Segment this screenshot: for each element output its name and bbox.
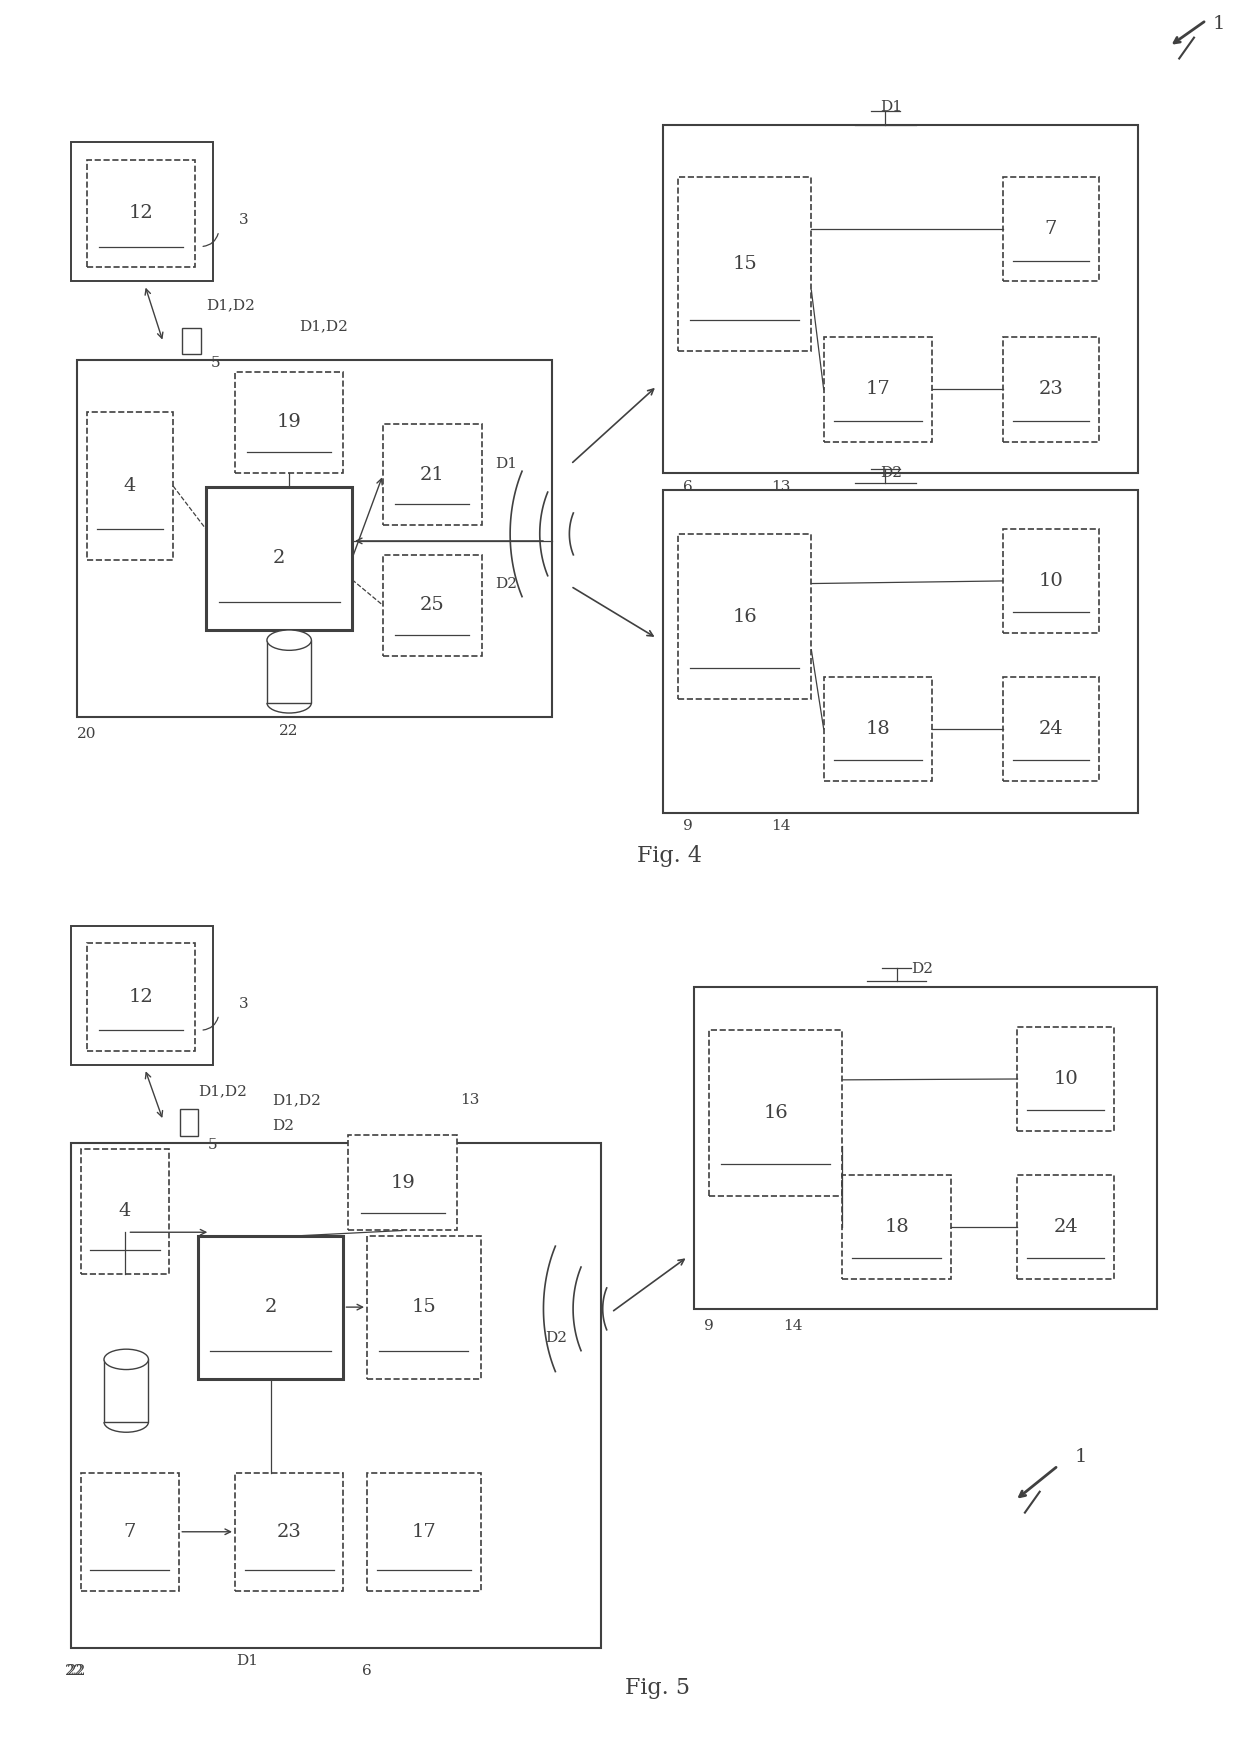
Text: 2: 2 — [264, 1298, 277, 1315]
Bar — [383, 425, 482, 526]
Bar — [823, 337, 932, 442]
Bar — [81, 1148, 170, 1274]
Text: 22: 22 — [279, 723, 299, 737]
Bar — [823, 676, 932, 781]
Text: 6: 6 — [683, 480, 693, 494]
Bar — [1003, 529, 1099, 632]
Bar — [678, 535, 811, 699]
Text: 4: 4 — [119, 1202, 131, 1221]
Text: D1: D1 — [880, 100, 903, 114]
Bar — [198, 1235, 343, 1378]
Text: 13: 13 — [460, 1094, 479, 1108]
Bar — [71, 926, 212, 1066]
Text: D2: D2 — [880, 466, 903, 480]
Text: D1,D2: D1,D2 — [299, 320, 348, 334]
Bar — [182, 327, 201, 353]
Bar — [678, 176, 811, 351]
Text: 18: 18 — [866, 720, 890, 737]
Bar — [87, 943, 196, 1052]
Bar — [367, 1235, 481, 1378]
Text: 15: 15 — [412, 1298, 436, 1315]
Text: 15: 15 — [733, 255, 758, 273]
Bar — [1003, 176, 1099, 281]
Text: D1,D2: D1,D2 — [207, 299, 255, 313]
Text: 17: 17 — [412, 1523, 436, 1541]
Bar — [81, 1473, 180, 1592]
Bar — [709, 1031, 842, 1195]
Text: 7: 7 — [124, 1523, 136, 1541]
Text: 10: 10 — [1053, 1069, 1078, 1088]
Text: 24: 24 — [1038, 720, 1063, 737]
Bar — [1018, 1174, 1114, 1279]
Text: 12: 12 — [129, 204, 154, 222]
Text: Fig. 5: Fig. 5 — [625, 1677, 689, 1700]
Bar — [663, 491, 1138, 812]
Bar — [180, 1109, 198, 1136]
Bar — [87, 159, 196, 267]
Text: 21: 21 — [420, 466, 445, 484]
Text: 16: 16 — [763, 1104, 787, 1122]
Text: 12: 12 — [129, 989, 154, 1006]
Bar — [71, 1144, 601, 1649]
Text: 20: 20 — [77, 727, 97, 741]
Text: D1: D1 — [496, 458, 517, 472]
Text: 2: 2 — [273, 549, 285, 568]
Bar — [694, 987, 1157, 1309]
Bar — [842, 1174, 951, 1279]
Text: 19: 19 — [391, 1174, 415, 1191]
Text: 18: 18 — [884, 1218, 909, 1237]
Text: D2: D2 — [544, 1331, 567, 1345]
Text: 13: 13 — [771, 480, 790, 494]
Text: 23: 23 — [1038, 381, 1063, 398]
Text: 7: 7 — [1044, 220, 1056, 238]
Text: 9: 9 — [683, 819, 693, 833]
Text: D2: D2 — [911, 963, 934, 977]
Bar — [71, 142, 212, 281]
Bar — [234, 372, 343, 473]
Text: 23: 23 — [277, 1523, 301, 1541]
Bar — [348, 1136, 458, 1230]
Bar — [1003, 676, 1099, 781]
Bar — [383, 556, 482, 655]
Text: D2: D2 — [272, 1120, 294, 1134]
Text: 14: 14 — [784, 1319, 802, 1333]
Ellipse shape — [104, 1349, 149, 1370]
Text: 22: 22 — [64, 1665, 84, 1679]
Text: 5: 5 — [208, 1137, 217, 1153]
Text: 14: 14 — [771, 819, 790, 833]
Text: 22: 22 — [67, 1665, 87, 1679]
Bar — [77, 360, 552, 716]
Text: 24: 24 — [1053, 1218, 1078, 1237]
Text: D2: D2 — [496, 578, 517, 592]
Text: 6: 6 — [362, 1665, 372, 1679]
Bar — [1003, 337, 1099, 442]
Text: 5: 5 — [211, 356, 219, 370]
Text: 9: 9 — [704, 1319, 714, 1333]
Text: D1,D2: D1,D2 — [198, 1085, 247, 1099]
Bar — [207, 487, 352, 629]
Text: 3: 3 — [238, 998, 248, 1012]
Bar — [234, 1473, 343, 1592]
Text: 25: 25 — [420, 596, 445, 615]
Text: 19: 19 — [277, 414, 301, 432]
Text: 1: 1 — [1074, 1448, 1086, 1466]
Bar — [1018, 1027, 1114, 1132]
Text: Fig. 4: Fig. 4 — [637, 846, 702, 867]
Bar — [87, 412, 174, 561]
Bar — [367, 1473, 481, 1592]
Text: 16: 16 — [733, 608, 758, 625]
Text: D1: D1 — [236, 1654, 258, 1668]
Text: 4: 4 — [124, 477, 136, 494]
Bar — [267, 639, 311, 702]
Text: 3: 3 — [238, 213, 248, 227]
Bar — [104, 1359, 149, 1422]
Text: 1: 1 — [1213, 14, 1225, 33]
Text: D1,D2: D1,D2 — [272, 1094, 321, 1108]
Text: 17: 17 — [866, 381, 890, 398]
Bar — [663, 124, 1138, 473]
Text: 10: 10 — [1038, 571, 1063, 590]
Ellipse shape — [267, 631, 311, 650]
